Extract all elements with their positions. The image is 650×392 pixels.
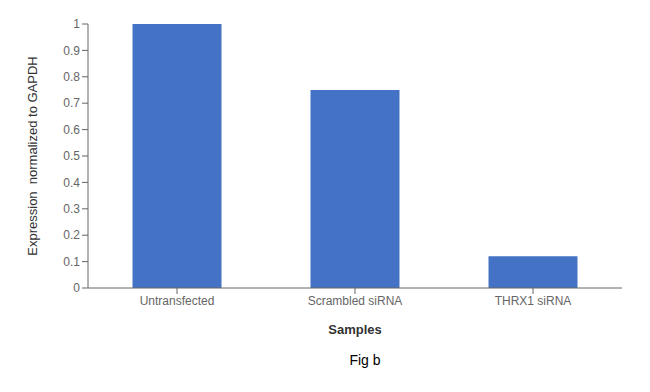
svg-text:0.1: 0.1 <box>63 255 80 269</box>
svg-text:0: 0 <box>73 281 80 295</box>
svg-text:0.8: 0.8 <box>63 70 80 84</box>
svg-text:0.6: 0.6 <box>63 123 80 137</box>
svg-text:Expression normalized to GAPD: Expression normalized to GAPDH <box>25 56 40 255</box>
html-text:Fig b: Fig b <box>349 352 381 368</box>
svg-text:0.3: 0.3 <box>63 202 80 216</box>
svg-text:Untransfected: Untransfected <box>140 294 215 308</box>
svg-text:Scrambled siRNA: Scrambled siRNA <box>308 294 403 308</box>
svg-text:0.5: 0.5 <box>63 149 80 163</box>
svg-text:0.2: 0.2 <box>63 228 80 242</box>
svg-text:0.9: 0.9 <box>63 44 80 58</box>
svg-text:1: 1 <box>73 17 80 31</box>
svg-text:THRX1 siRNA: THRX1 siRNA <box>495 294 572 308</box>
svg-text:0.7: 0.7 <box>63 96 80 110</box>
svg-text:0.4: 0.4 <box>63 176 80 190</box>
svg-text:Samples: Samples <box>328 322 381 337</box>
